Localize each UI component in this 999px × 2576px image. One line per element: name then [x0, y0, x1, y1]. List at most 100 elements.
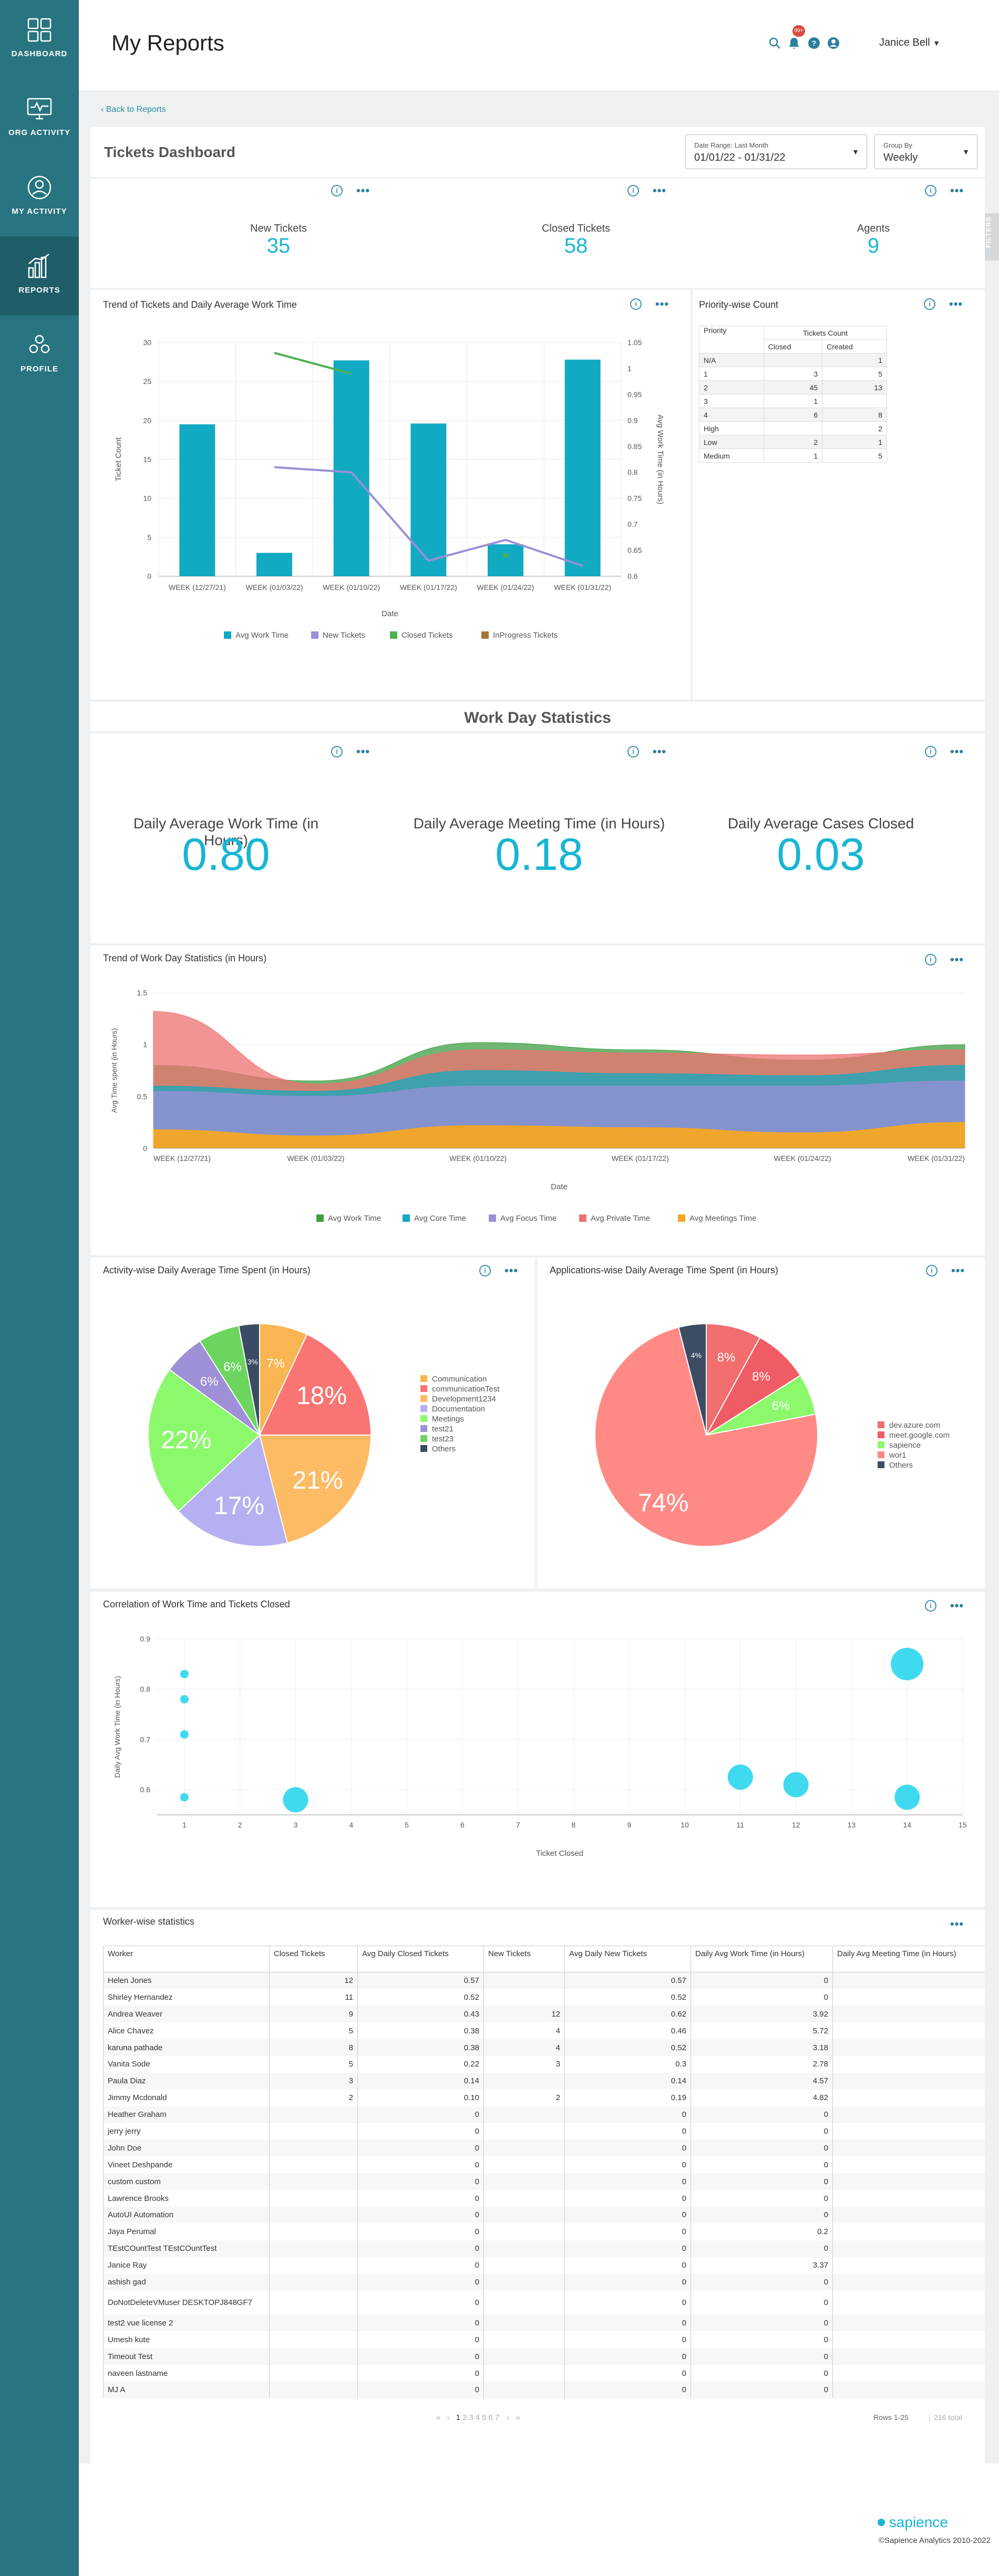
info-icon[interactable]: i: [924, 298, 935, 310]
page-link[interactable]: 4: [475, 2413, 480, 2422]
legend-swatch: [878, 1431, 884, 1438]
more-options-icon[interactable]: •••: [356, 184, 370, 197]
table-cell: naveen lastname: [103, 2365, 270, 2382]
table-row[interactable]: Heather Graham 0 0 0: [103, 2106, 985, 2123]
avg-work-time-value: 0.80: [182, 829, 270, 880]
info-icon[interactable]: i: [926, 1265, 938, 1276]
nav-dashboard[interactable]: DASHBOARD: [0, 0, 79, 79]
table-cell: [832, 2290, 985, 2315]
info-icon[interactable]: i: [925, 746, 936, 757]
table-row[interactable]: Vanita Sode 5 0.22 3 0.3 2.78: [103, 2055, 985, 2073]
info-icon[interactable]: i: [331, 746, 343, 757]
info-icon[interactable]: i: [925, 954, 936, 965]
more-options-icon[interactable]: •••: [655, 297, 670, 310]
legend-label: Closed Tickets: [401, 631, 453, 640]
legend-swatch: [420, 1405, 427, 1412]
nav-my-activity[interactable]: MY ACTIVITY: [0, 158, 79, 236]
last-page-button[interactable]: »: [516, 2413, 520, 2422]
more-options-icon[interactable]: •••: [950, 184, 964, 197]
column-header[interactable]: New Tickets: [483, 1946, 565, 1972]
column-header[interactable]: Avg Daily New Tickets: [564, 1946, 691, 1972]
avg-cases-closed-value: 0.03: [777, 829, 865, 880]
more-options-icon[interactable]: •••: [951, 1264, 965, 1277]
column-header[interactable]: Closed Tickets: [269, 1946, 358, 1972]
more-options-icon[interactable]: •••: [949, 297, 963, 310]
column-header[interactable]: Worker: [103, 1946, 270, 1972]
date-range-select[interactable]: Date Range: Last Month 01/01/22 - 01/31/…: [685, 134, 867, 169]
page-link[interactable]: 5: [482, 2413, 487, 2422]
info-icon[interactable]: i: [627, 746, 639, 757]
info-icon[interactable]: i: [331, 185, 343, 196]
table-row[interactable]: custom custom 0 0 0: [103, 2173, 985, 2190]
column-header[interactable]: Avg Daily Closed Tickets: [357, 1946, 484, 1972]
table-row[interactable]: Timeout Test 0 0 0: [103, 2348, 985, 2365]
table-row[interactable]: AutoUI Automation 0 0 0: [103, 2206, 985, 2224]
table-row[interactable]: Paula Diaz 3 0.14 0.14 4.57: [103, 2072, 985, 2090]
back-to-reports-link[interactable]: ‹ Back to Reports: [101, 105, 166, 115]
table-row[interactable]: naveen lastname 0 0 0: [103, 2365, 985, 2382]
more-options-icon[interactable]: •••: [950, 745, 964, 758]
more-options-icon[interactable]: •••: [950, 953, 964, 966]
column-header[interactable]: Daily Avg Work Time (in Hours): [691, 1946, 833, 1972]
bell-icon[interactable]: [788, 37, 800, 49]
more-options-icon[interactable]: •••: [950, 1917, 964, 1930]
table-row[interactable]: Umesh kute 0 0 0: [103, 2331, 985, 2349]
table-row[interactable]: Helen Jones 12 0.57 0.57 0: [103, 1972, 985, 1989]
page-link[interactable]: 2: [462, 2413, 467, 2422]
help-icon[interactable]: ?: [808, 37, 820, 49]
page-link[interactable]: 3: [469, 2413, 473, 2422]
y-tick-label: 20: [143, 416, 151, 424]
table-cell: Jimmy Mcdonald: [103, 2089, 270, 2106]
table-row[interactable]: DoNotDeleteVMuser DESKTOPJ848GF7 0 0 0: [103, 2290, 985, 2315]
more-options-icon[interactable]: •••: [356, 745, 370, 758]
legend-swatch: [489, 1214, 496, 1222]
table-row[interactable]: ashish gad 0 0 0: [103, 2273, 985, 2291]
info-icon[interactable]: i: [627, 185, 639, 196]
prev-page-button[interactable]: ‹: [447, 2413, 450, 2422]
more-options-icon[interactable]: •••: [653, 745, 667, 758]
page-link[interactable]: 7: [495, 2413, 500, 2422]
nav-profile[interactable]: PROFILE: [0, 315, 79, 394]
table-row[interactable]: jerry jerry 0 0 0: [103, 2123, 985, 2140]
column-header[interactable]: Daily Avg Meeting Time (in Hours): [832, 1946, 985, 1972]
activity-pie-chart: 7% 18% 21% 17% 22% 6% 6% 3% Communicationcommuni…: [148, 1323, 500, 1547]
nav-my-activity-label: MY ACTIVITY: [12, 207, 67, 216]
table-row[interactable]: Jaya Perumal 0 0 0.2: [103, 2223, 985, 2240]
table-row[interactable]: John Doe 0 0 0: [103, 2139, 985, 2157]
table-cell: [269, 2139, 358, 2157]
info-icon[interactable]: i: [630, 298, 642, 310]
avatar-icon[interactable]: [827, 37, 840, 49]
nav-org-activity[interactable]: ORG ACTIVITY: [0, 79, 79, 158]
info-icon[interactable]: i: [925, 1600, 936, 1612]
more-options-icon[interactable]: •••: [950, 1599, 964, 1612]
info-icon[interactable]: i: [925, 185, 936, 196]
page-link[interactable]: 1: [456, 2413, 461, 2422]
more-options-icon[interactable]: •••: [504, 1264, 519, 1277]
more-options-icon[interactable]: •••: [653, 184, 667, 197]
nav-reports[interactable]: REPORTS: [0, 236, 79, 315]
user-menu[interactable]: Janice Bell ▼: [879, 37, 940, 49]
first-page-button[interactable]: «: [436, 2413, 441, 2422]
next-page-button[interactable]: ›: [507, 2413, 510, 2422]
search-icon[interactable]: [768, 37, 781, 49]
table-cell: [483, 2190, 565, 2207]
table-row[interactable]: Shirley Hernandez 11 0.52 0.52 0: [103, 1989, 985, 2006]
group-by-select[interactable]: Group By Weekly ▼: [874, 134, 977, 169]
info-icon[interactable]: i: [479, 1265, 491, 1276]
x-tick-label: 12: [792, 1821, 800, 1829]
x-tick-label: 14: [903, 1821, 911, 1829]
table-cell: 2.78: [691, 2055, 833, 2073]
table-row[interactable]: Vineet Deshpande 0 0 0: [103, 2156, 985, 2174]
table-row[interactable]: TEstCOuntTest TEstCOuntTest 0 0 0: [103, 2240, 985, 2257]
y-tick-label: 0.9: [140, 1635, 151, 1643]
table-cell: 0.57: [357, 1972, 484, 1989]
page-link[interactable]: 6: [488, 2413, 493, 2422]
table-row[interactable]: Lawrence Brooks 0 0 0: [103, 2190, 985, 2207]
